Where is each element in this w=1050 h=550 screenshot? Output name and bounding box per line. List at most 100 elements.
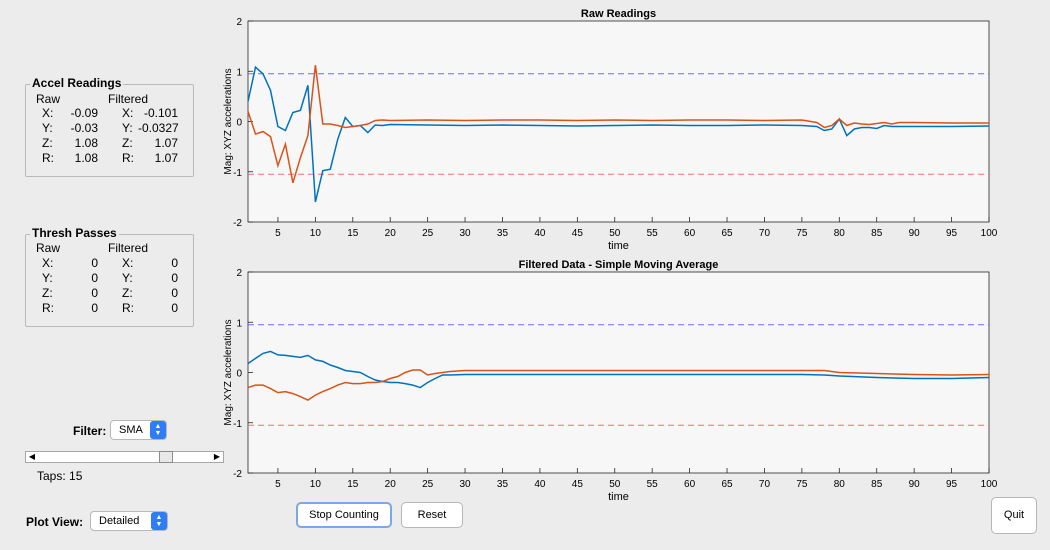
x-tick-label: 45 bbox=[572, 228, 584, 239]
accel-raw-header: Raw bbox=[36, 92, 61, 106]
y-axis-label: Mag: XYZ accelerations bbox=[223, 68, 234, 174]
filter-select-value: SMA bbox=[119, 424, 143, 436]
y-axis-label: Mag: XYZ accelerations bbox=[223, 319, 234, 425]
x-tick-label: 90 bbox=[909, 479, 921, 490]
filter-label: Filter: bbox=[73, 424, 107, 438]
x-tick-label: 30 bbox=[459, 228, 471, 239]
slider-thumb[interactable] bbox=[158, 451, 173, 463]
x-axis-label: time bbox=[608, 491, 629, 503]
x-tick-label: 25 bbox=[422, 479, 434, 490]
x-tick-label: 20 bbox=[385, 228, 397, 239]
accel_panel-flabel: Z: bbox=[122, 136, 133, 150]
accel_panel-filtered: -0.0327 bbox=[138, 121, 179, 135]
thresh_panel-filtered: 0 bbox=[171, 271, 178, 285]
x-tick-label: 70 bbox=[759, 228, 771, 239]
x-tick-label: 5 bbox=[275, 479, 281, 490]
series-line-2 bbox=[247, 369, 990, 401]
accel_panel-filtered: -0.101 bbox=[143, 106, 178, 120]
y-tick-label: -2 bbox=[233, 469, 242, 480]
thresh_panel-filtered: 0 bbox=[171, 256, 178, 270]
x-tick-label: 55 bbox=[647, 479, 659, 490]
taps-slider[interactable]: ◀ ▶ bbox=[25, 451, 224, 463]
x-tick-label: 65 bbox=[721, 479, 733, 490]
y-tick-label: 2 bbox=[236, 268, 242, 279]
accel_panel-flabel: X: bbox=[122, 106, 134, 120]
x-tick-label: 60 bbox=[684, 479, 696, 490]
accel-readings-title: Accel Readings bbox=[30, 76, 124, 90]
x-tick-label: 40 bbox=[534, 479, 546, 490]
x-tick-label: 40 bbox=[534, 228, 546, 239]
quit-button[interactable]: Quit bbox=[991, 497, 1037, 534]
x-tick-label: 90 bbox=[909, 228, 921, 239]
x-tick-label: 100 bbox=[981, 228, 998, 239]
x-tick-label: 50 bbox=[609, 228, 621, 239]
y-tick-label: 0 bbox=[236, 118, 242, 129]
filter-select[interactable]: SMA ▲ ▼ bbox=[110, 420, 167, 440]
thresh_panel-flabel: Y: bbox=[122, 271, 133, 285]
series-line-1 bbox=[247, 65, 990, 203]
updown-chevron-icon: ▲ ▼ bbox=[151, 512, 167, 530]
series-line-2 bbox=[247, 65, 989, 184]
thresh_panel-raw: 0 bbox=[91, 301, 98, 315]
updown-chevron-icon: ▲ ▼ bbox=[150, 421, 166, 439]
y-tick-label: 1 bbox=[236, 318, 242, 329]
accel_panel-label: Z: bbox=[42, 136, 53, 150]
thresh_panel-filtered: 0 bbox=[171, 286, 178, 300]
x-tick-label: 10 bbox=[310, 479, 322, 490]
x-axis-label: time bbox=[608, 240, 629, 252]
x-tick-label: 65 bbox=[721, 228, 733, 239]
thresh_panel-raw: 0 bbox=[91, 286, 98, 300]
chart-title: Filtered Data - Simple Moving Average bbox=[519, 259, 719, 271]
thresh-raw-header: Raw bbox=[36, 241, 61, 255]
thresh-filtered-header: Filtered bbox=[108, 241, 149, 255]
x-tick-label: 35 bbox=[497, 228, 509, 239]
x-tick-label: 35 bbox=[497, 479, 509, 490]
thresh-passes-title: Thresh Passes bbox=[30, 226, 119, 240]
stop-counting-button[interactable]: Stop Counting bbox=[296, 502, 392, 528]
y-tick-label: -1 bbox=[233, 419, 242, 430]
slider-right-arrow-icon[interactable]: ▶ bbox=[213, 452, 221, 461]
x-tick-label: 75 bbox=[796, 228, 808, 239]
accel_panel-raw: 1.08 bbox=[74, 151, 98, 165]
accel_panel-filtered: 1.07 bbox=[154, 151, 178, 165]
x-tick-label: 85 bbox=[871, 228, 883, 239]
x-tick-label: 95 bbox=[946, 479, 958, 490]
plot-view-select[interactable]: Detailed ▲ ▼ bbox=[90, 511, 168, 531]
thresh_panel-label: X: bbox=[42, 256, 54, 270]
x-tick-label: 50 bbox=[609, 479, 621, 490]
accel_panel-label: X: bbox=[42, 106, 54, 120]
thresh_panel-label: Y: bbox=[42, 271, 53, 285]
x-tick-label: 15 bbox=[347, 479, 359, 490]
x-tick-label: 85 bbox=[871, 479, 883, 490]
accel_panel-raw: -0.09 bbox=[70, 106, 98, 120]
x-tick-label: 15 bbox=[347, 228, 359, 239]
thresh_panel-label: R: bbox=[42, 301, 54, 315]
thresh_panel-flabel: X: bbox=[122, 256, 134, 270]
x-tick-label: 95 bbox=[946, 228, 958, 239]
y-tick-label: 0 bbox=[236, 369, 242, 380]
plot-view-label: Plot View: bbox=[26, 515, 84, 529]
series-line-1 bbox=[247, 350, 990, 389]
thresh-passes-panel: Thresh Passes Raw Filtered X: 0 X: 0 Y: 0 Y: 0 Z… bbox=[25, 226, 194, 327]
accel-filtered-header: Filtered bbox=[108, 92, 149, 106]
thresh_panel-flabel: R: bbox=[122, 301, 134, 315]
x-tick-label: 60 bbox=[684, 228, 696, 239]
accel_panel-raw: -0.03 bbox=[70, 121, 98, 135]
x-tick-label: 80 bbox=[834, 479, 846, 490]
reset-button[interactable]: Reset bbox=[401, 502, 463, 528]
thresh_panel-raw: 0 bbox=[91, 271, 98, 285]
x-tick-label: 55 bbox=[647, 228, 659, 239]
accel_panel-flabel: R: bbox=[122, 151, 134, 165]
thresh_panel-label: Z: bbox=[42, 286, 53, 300]
thresh_panel-filtered: 0 bbox=[171, 301, 178, 315]
plot-area bbox=[247, 20, 990, 223]
x-tick-label: 10 bbox=[310, 228, 322, 239]
accel-readings-panel: Accel Readings Raw Filtered X: -0.09 X: -0.… bbox=[25, 76, 194, 177]
x-tick-label: 70 bbox=[759, 479, 771, 490]
chart-title: Raw Readings bbox=[581, 8, 656, 20]
accel_panel-raw: 1.08 bbox=[74, 136, 98, 150]
slider-left-arrow-icon[interactable]: ◀ bbox=[28, 452, 36, 461]
x-tick-label: 20 bbox=[385, 479, 397, 490]
y-tick-label: -2 bbox=[233, 218, 242, 229]
